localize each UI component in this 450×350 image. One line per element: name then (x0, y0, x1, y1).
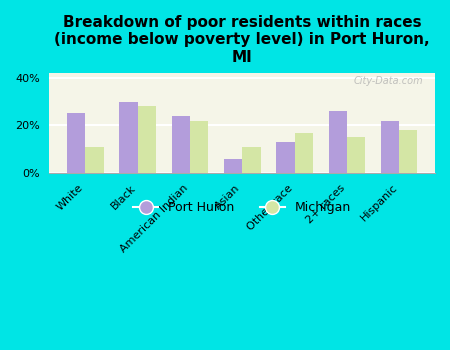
Bar (67, 113, 86, 173)
Bar (242, 147, 261, 173)
Bar (399, 130, 418, 173)
Bar (86, 147, 104, 173)
Bar (171, 116, 190, 173)
Bar (347, 137, 365, 173)
Legend: Port Huron, Michigan: Port Huron, Michigan (129, 196, 356, 219)
Bar (119, 102, 138, 173)
Bar (328, 111, 347, 173)
Bar (224, 159, 242, 173)
Bar (276, 142, 295, 173)
Bar (381, 121, 399, 173)
Bar (295, 133, 313, 173)
Bar (138, 106, 156, 173)
Text: City-Data.com: City-Data.com (354, 76, 423, 86)
Bar (190, 121, 208, 173)
Title: Breakdown of poor residents within races
(income below poverty level) in Port Hu: Breakdown of poor residents within races… (54, 15, 430, 65)
